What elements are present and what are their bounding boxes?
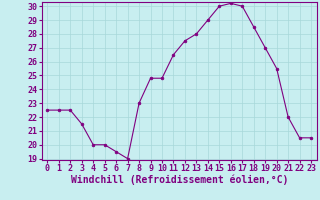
X-axis label: Windchill (Refroidissement éolien,°C): Windchill (Refroidissement éolien,°C) (70, 175, 288, 185)
